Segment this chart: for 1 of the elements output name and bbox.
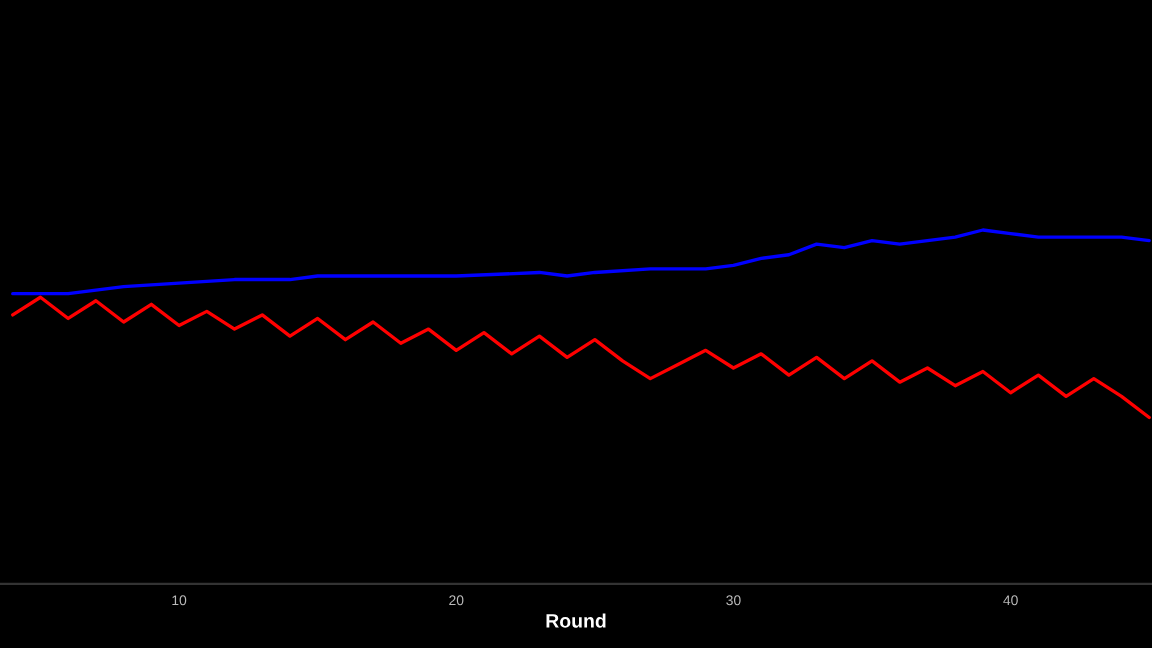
x-axis-title: Round bbox=[546, 613, 606, 628]
